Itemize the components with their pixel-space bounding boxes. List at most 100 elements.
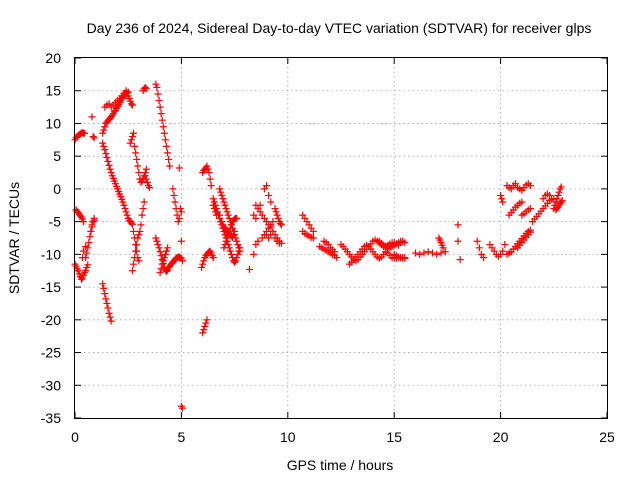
data-point xyxy=(128,133,136,141)
data-point xyxy=(218,191,226,199)
data-point xyxy=(152,234,160,242)
data-point xyxy=(134,254,142,262)
data-point xyxy=(178,257,186,265)
data-point xyxy=(233,237,241,245)
data-point xyxy=(227,221,235,229)
data-point xyxy=(203,162,211,170)
y-tick-label: 15 xyxy=(45,83,61,99)
data-point xyxy=(198,263,206,271)
x-tick-label: 10 xyxy=(280,429,296,445)
data-point xyxy=(221,241,229,249)
data-point xyxy=(80,247,88,255)
x-tick-label: 15 xyxy=(386,429,402,445)
data-point xyxy=(164,149,172,157)
data-point xyxy=(177,237,185,245)
data-point xyxy=(554,191,562,199)
data-point xyxy=(269,218,277,226)
data-point xyxy=(275,239,283,247)
data-point xyxy=(145,184,153,192)
data-point xyxy=(131,142,139,150)
data-point xyxy=(82,243,90,251)
data-point xyxy=(235,244,243,252)
data-point xyxy=(154,90,162,98)
data-point xyxy=(104,157,112,165)
data-point xyxy=(106,165,114,173)
data-point xyxy=(133,247,141,255)
data-point xyxy=(159,123,167,131)
x-tick-label: 0 xyxy=(71,429,79,445)
data-point xyxy=(210,205,218,213)
data-point xyxy=(226,247,234,255)
data-point xyxy=(156,103,164,111)
data-point xyxy=(497,191,505,199)
data-point xyxy=(273,211,281,219)
data-point xyxy=(128,101,136,109)
data-point xyxy=(156,269,164,277)
data-point xyxy=(232,257,240,265)
data-point xyxy=(101,290,109,298)
data-point xyxy=(99,280,107,288)
data-point xyxy=(128,220,136,228)
data-point xyxy=(126,139,134,147)
data-point xyxy=(161,250,169,258)
data-point xyxy=(254,237,262,245)
data-point xyxy=(267,198,275,206)
data-point xyxy=(127,136,135,144)
data-point xyxy=(309,227,317,235)
data-point xyxy=(164,244,172,252)
data-point xyxy=(200,257,208,265)
chart-title: Day 236 of 2024, Sidereal Day-to-day VTE… xyxy=(87,20,592,36)
data-point xyxy=(169,185,177,193)
data-point xyxy=(424,248,432,256)
data-point xyxy=(171,198,179,206)
data-point xyxy=(553,195,561,203)
data-point xyxy=(441,248,449,256)
data-point xyxy=(211,208,219,216)
data-point xyxy=(140,198,148,206)
data-point xyxy=(265,191,273,199)
data-point xyxy=(132,149,140,157)
y-tick-label: 5 xyxy=(53,148,61,164)
data-point xyxy=(166,162,174,170)
data-point xyxy=(480,254,488,262)
data-point xyxy=(271,205,279,213)
data-point xyxy=(263,182,271,190)
data-point xyxy=(220,198,228,206)
data-point xyxy=(130,129,138,137)
data-point xyxy=(127,219,135,227)
data-point xyxy=(526,228,534,236)
data-point xyxy=(213,211,221,219)
data-point xyxy=(224,231,232,239)
data-point xyxy=(256,201,264,209)
data-point xyxy=(454,221,462,229)
data-point xyxy=(142,175,150,183)
data-point xyxy=(209,195,217,203)
y-axis-label: SDTVAR / TECUs xyxy=(6,182,22,294)
data-point xyxy=(156,248,164,256)
data-point xyxy=(201,322,209,330)
data-point xyxy=(236,247,244,255)
data-point xyxy=(401,254,409,262)
data-point xyxy=(175,164,183,172)
data-point xyxy=(100,142,108,150)
data-point xyxy=(557,183,565,191)
data-point xyxy=(101,146,109,154)
data-point xyxy=(205,169,213,177)
x-axis-label: GPS time / hours xyxy=(287,457,394,473)
data-point xyxy=(216,185,224,193)
x-tick-label: 5 xyxy=(178,429,186,445)
data-point xyxy=(141,172,149,180)
data-point xyxy=(123,211,131,219)
data-point xyxy=(276,220,284,228)
data-point xyxy=(104,304,112,312)
data-point xyxy=(155,97,163,105)
data-point xyxy=(333,254,341,262)
data-point xyxy=(107,317,115,325)
data-point xyxy=(526,182,534,190)
data-point xyxy=(473,237,481,245)
data-point xyxy=(277,221,285,229)
data-point xyxy=(153,237,161,245)
data-point xyxy=(176,205,184,213)
data-point xyxy=(224,211,232,219)
data-point xyxy=(74,267,82,275)
